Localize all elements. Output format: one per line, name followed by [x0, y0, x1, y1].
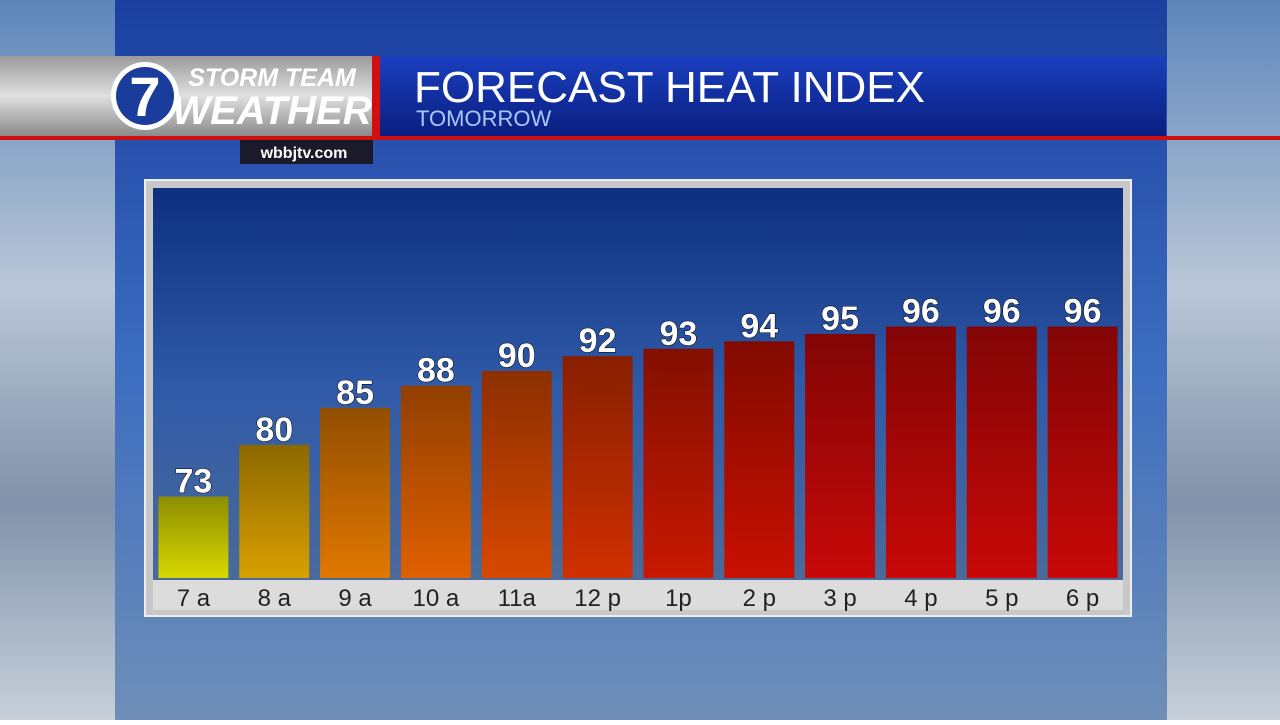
value-label: 73 — [175, 463, 213, 501]
x-tick-label: 5 p — [985, 585, 1018, 612]
bar-shade — [400, 385, 471, 578]
value-label: 80 — [255, 411, 293, 449]
logo-inner — [116, 67, 174, 125]
chart-subtitle: TOMORROW — [416, 106, 551, 131]
x-tick-label: 6 p — [1066, 585, 1099, 612]
value-label: 85 — [336, 374, 374, 412]
bar-shade — [643, 348, 714, 578]
x-tick-label: 11a — [498, 585, 537, 612]
category-strip — [153, 580, 1123, 610]
logo-number: 7 — [129, 65, 160, 128]
bar-shade — [562, 356, 633, 578]
bar-shade — [966, 326, 1037, 578]
website-box — [240, 140, 373, 164]
brand-top: STORM TEAM — [188, 64, 357, 92]
x-tick-label: 7 a — [177, 585, 211, 612]
value-label: 88 — [417, 352, 455, 390]
value-label: 96 — [902, 293, 940, 331]
chart-title: FORECAST HEAT INDEX — [414, 63, 925, 112]
value-label: 96 — [983, 293, 1021, 331]
bar-shade — [320, 407, 391, 578]
value-label: 93 — [660, 315, 698, 353]
website: wbbjtv.com — [260, 145, 348, 162]
x-tick-label: 8 a — [258, 585, 292, 612]
x-tick-label: 10 a — [413, 585, 460, 612]
x-tick-label: 4 p — [904, 585, 937, 612]
x-tick-label: 1p — [665, 585, 692, 612]
bar-shade — [805, 333, 876, 578]
value-label: 94 — [740, 307, 778, 345]
logo-box — [0, 56, 372, 136]
value-label: 96 — [1064, 293, 1102, 331]
x-tick-label: 2 p — [743, 585, 776, 612]
x-tick-label: 12 p — [574, 585, 621, 612]
brand-bottom: WEATHER — [172, 89, 371, 133]
red-line — [0, 136, 1280, 140]
bar-shade — [1047, 326, 1118, 578]
bar-shade — [158, 496, 229, 578]
value-label: 90 — [498, 337, 536, 375]
bar-shade — [239, 444, 310, 578]
red-divider — [372, 56, 380, 140]
x-tick-label: 9 a — [338, 585, 372, 612]
value-label: 92 — [579, 322, 617, 360]
x-tick-label: 3 p — [823, 585, 856, 612]
bar-shade — [724, 341, 795, 578]
plot-area — [153, 188, 1123, 580]
bar-shade — [481, 370, 552, 578]
bar-shade — [885, 326, 956, 578]
value-label: 95 — [821, 300, 859, 338]
